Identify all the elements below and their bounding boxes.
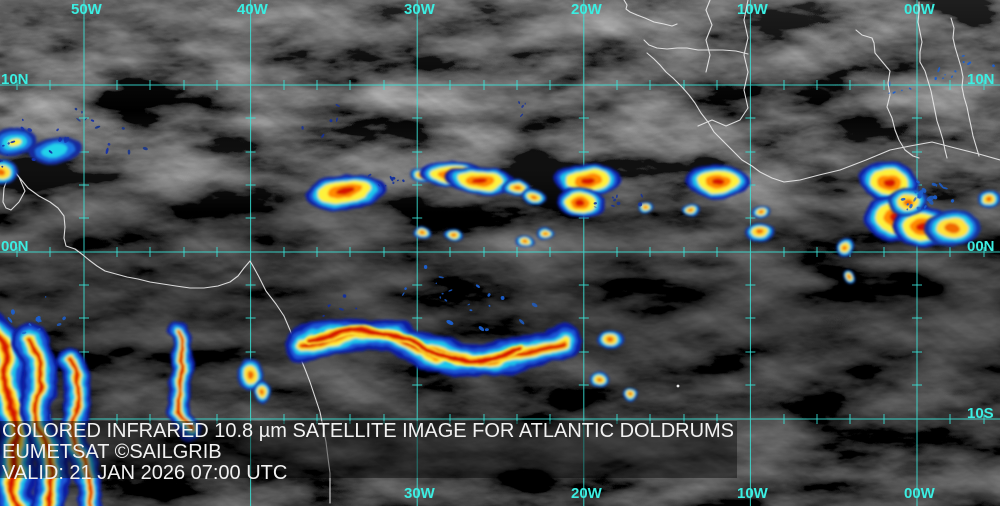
svg-text:00N: 00N (1, 238, 29, 255)
svg-text:VALID: 21 JAN 2026 07:00 UTC: VALID: 21 JAN 2026 07:00 UTC (2, 462, 287, 484)
svg-text:20W: 20W (571, 485, 603, 502)
svg-text:20W: 20W (571, 1, 603, 18)
svg-text:30W: 30W (404, 1, 436, 18)
svg-text:10N: 10N (1, 71, 29, 88)
svg-text:EUMETSAT ©SAILGRIB: EUMETSAT ©SAILGRIB (2, 441, 222, 463)
svg-text:30W: 30W (404, 485, 436, 502)
svg-text:COLORED INFRARED 10.8 µm SATEL: COLORED INFRARED 10.8 µm SATELLITE IMAGE… (2, 420, 734, 442)
svg-text:50W: 50W (71, 1, 103, 18)
svg-text:40W: 40W (237, 1, 269, 18)
svg-text:00W: 00W (904, 485, 936, 502)
svg-text:00W: 00W (904, 1, 936, 18)
svg-text:10W: 10W (737, 485, 769, 502)
svg-text:10N: 10N (967, 71, 995, 88)
svg-text:10W: 10W (737, 1, 769, 18)
svg-text:10S: 10S (967, 405, 994, 422)
